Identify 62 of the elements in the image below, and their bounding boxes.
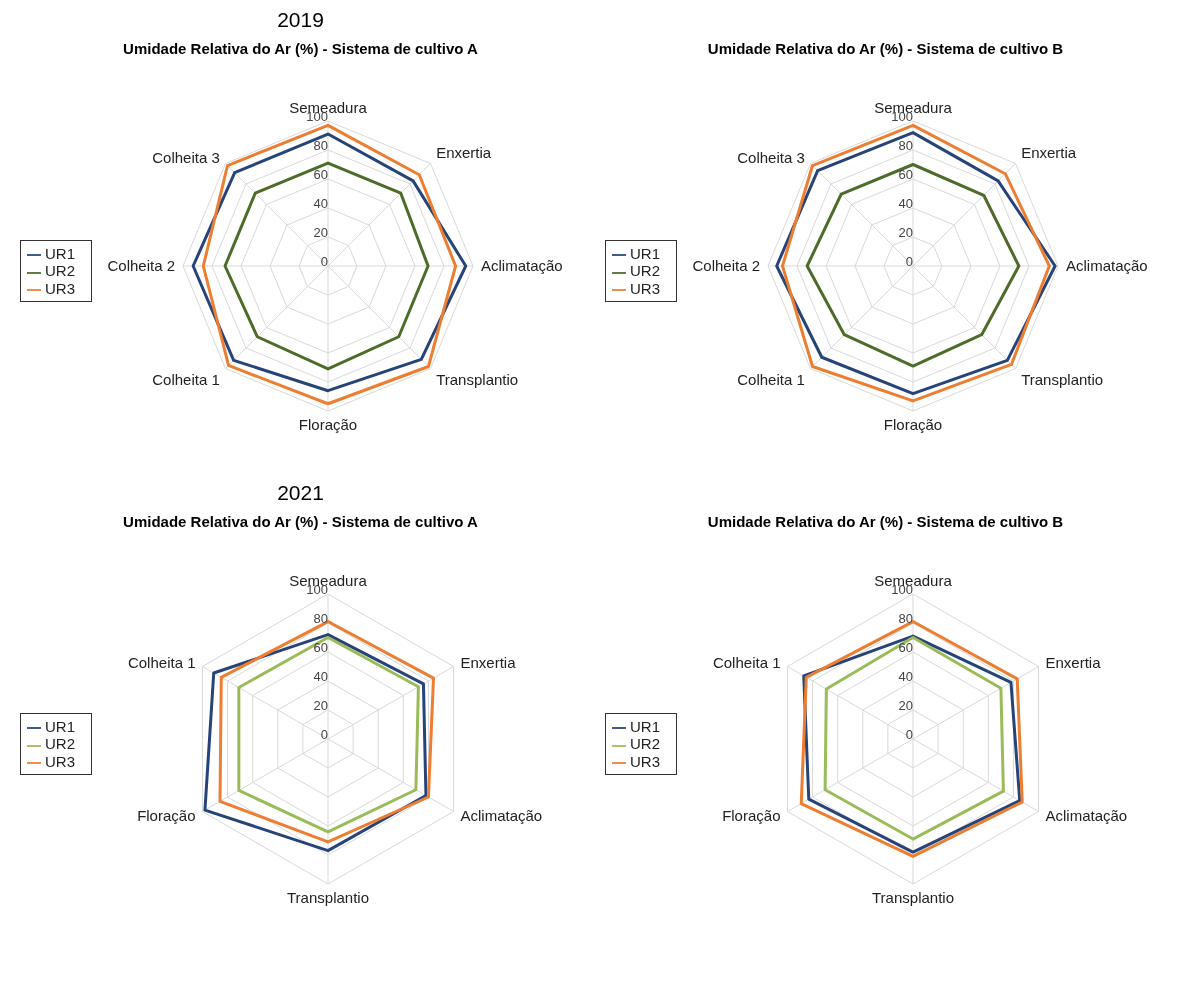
- spoke-label: Floração: [298, 415, 358, 433]
- spoke-label: Enxertia: [1021, 143, 1077, 161]
- spoke-label: Enxertia: [1045, 653, 1102, 671]
- y-tick-label: 0: [905, 727, 913, 742]
- spoke-label: Transplantio: [1021, 370, 1104, 388]
- y-tick-label: 60: [898, 640, 913, 655]
- y-tick-label: 80: [898, 138, 913, 153]
- spoke-label: Colheita 1: [712, 653, 781, 671]
- spoke-label: Aclimatação: [1066, 257, 1148, 275]
- y-tick-label: 20: [898, 698, 913, 713]
- spoke-label: Colheita 1: [737, 370, 805, 388]
- legend-label: UR1: [630, 245, 661, 263]
- y-tick-label: 80: [313, 138, 328, 153]
- legend-label: UR3: [45, 279, 76, 297]
- legend-label: UR1: [45, 718, 76, 736]
- spoke-label: Transplantio: [872, 888, 954, 906]
- chart-title: Umidade Relativa do Ar (%) - Sistema de cultivo B: [706, 40, 1065, 57]
- chart-title: Umidade Relativa do Ar (%) - Sistema de cultivo A: [122, 513, 479, 530]
- y-tick-label: 60: [898, 167, 913, 182]
- text: 2021: [277, 481, 324, 504]
- spoke-label: Colheita 2: [107, 257, 175, 275]
- y-tick-label: 20: [313, 225, 328, 240]
- y-tick-label: 0: [320, 727, 328, 742]
- y-tick-label: 60: [313, 640, 328, 655]
- legend-label: UR2: [45, 735, 76, 753]
- chart-title: Umidade Relativa do Ar (%) - Sistema de cultivo A: [122, 40, 479, 57]
- y-tick-label: 0: [905, 254, 913, 269]
- legend-label: UR3: [45, 752, 76, 770]
- y-tick-label: 40: [898, 196, 913, 211]
- spoke-label: Colheita 1: [127, 653, 196, 671]
- y-tick-label: 80: [313, 611, 328, 626]
- y-tick-label: 40: [898, 669, 913, 684]
- spoke-label: Enxertia: [460, 653, 517, 671]
- spoke-label: Transplantio: [436, 370, 519, 388]
- spoke-label: Aclimatação: [460, 806, 543, 824]
- y-tick-label: 0: [320, 254, 328, 269]
- spoke-label: Enxertia: [436, 143, 492, 161]
- y-tick-label: 20: [313, 698, 328, 713]
- text: 2019: [277, 8, 324, 31]
- spoke-label: Colheita 2: [692, 257, 760, 275]
- spoke-label: Floração: [883, 415, 943, 433]
- legend-label: UR1: [45, 245, 76, 263]
- legend-label: UR2: [45, 262, 76, 280]
- spoke-label: Colheita 1: [152, 370, 220, 388]
- legend-label: UR2: [630, 262, 661, 280]
- spoke-label: Aclimatação: [481, 257, 563, 275]
- legend-label: UR1: [630, 718, 661, 736]
- spoke-label: Colheita 3: [152, 149, 220, 167]
- legend-label: UR3: [630, 279, 661, 297]
- y-tick-label: 40: [313, 196, 328, 211]
- legend-label: UR2: [630, 735, 661, 753]
- spoke-label: Floração: [137, 806, 196, 824]
- y-tick-label: 40: [313, 669, 328, 684]
- y-tick-label: 80: [898, 611, 913, 626]
- spoke-label: Transplantio: [287, 888, 369, 906]
- y-tick-label: 60: [313, 167, 328, 182]
- legend-label: UR3: [630, 752, 661, 770]
- spoke-label: Floração: [722, 806, 781, 824]
- spoke-label: Aclimatação: [1045, 806, 1128, 824]
- spoke-label: Colheita 3: [737, 149, 805, 167]
- chart-title: Umidade Relativa do Ar (%) - Sistema de cultivo B: [706, 513, 1065, 530]
- y-tick-label: 20: [898, 225, 913, 240]
